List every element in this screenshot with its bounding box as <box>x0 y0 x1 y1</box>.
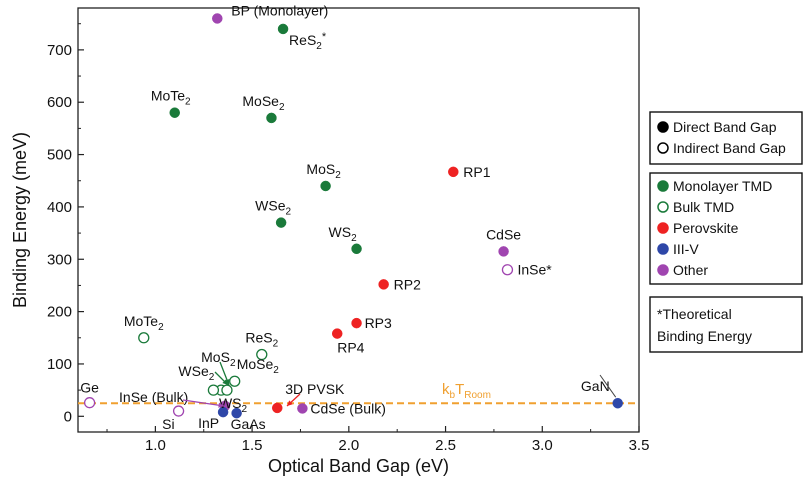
y-axis-label: Binding Energy (meV) <box>10 132 30 308</box>
point-label: WSe2 <box>178 363 214 383</box>
data-point <box>272 402 283 414</box>
legend-marker <box>657 222 669 234</box>
gan-leader <box>599 374 617 398</box>
legend-marker <box>657 142 669 154</box>
point-label: MoS2 <box>201 349 236 369</box>
legend-label: Monolayer TMD <box>673 178 772 194</box>
point-label: MoTe2 <box>124 313 164 333</box>
point-label: MoSe2 <box>237 356 280 376</box>
legend-label: Perovskite <box>673 220 739 236</box>
data-point <box>331 328 343 339</box>
point-label: MoS2 <box>306 161 341 181</box>
y-tick-label: 0 <box>64 408 72 425</box>
point-label: MoSe2 <box>242 93 285 113</box>
inse-bulk-arrow-head <box>218 402 224 408</box>
data-point <box>297 403 308 414</box>
y-tick-label: 400 <box>47 199 72 216</box>
point-label: WS2 <box>329 224 358 244</box>
point-label: RP1 <box>463 164 490 180</box>
point-label: ReS2* <box>289 31 327 52</box>
x-tick-label: 1.5 <box>242 437 263 454</box>
y-tick-label: 100 <box>47 356 72 373</box>
legend-label: Indirect Band Gap <box>673 140 786 156</box>
point-label: RP3 <box>365 315 392 331</box>
data-point <box>266 112 277 124</box>
point-label: InSe (Bulk) <box>119 389 188 405</box>
legend-note-line2: Binding Energy <box>657 328 752 344</box>
data-point <box>207 384 220 396</box>
data-point <box>172 405 185 417</box>
data-point <box>229 375 241 387</box>
point-label: WS2 <box>219 395 248 415</box>
point-label: GaAs <box>231 416 266 432</box>
legend: Direct Band Gap Indirect Band Gap Monolaye… <box>649 111 803 353</box>
point-label: Ge <box>80 380 99 396</box>
data-point <box>138 332 150 344</box>
legend-label: Direct Band Gap <box>673 119 777 135</box>
mos2-bulk-arrow-head <box>224 379 230 385</box>
data-point <box>231 407 242 419</box>
data-point <box>320 180 331 192</box>
y-tick-label: 200 <box>47 304 72 321</box>
data-point <box>221 384 233 396</box>
kbt-label: kbTRoom <box>442 381 491 401</box>
point-label: CdSe (Bulk) <box>310 400 385 416</box>
legend-label: Bulk TMD <box>673 199 734 215</box>
y-tick-label: 600 <box>47 94 72 111</box>
y-tick-label: 300 <box>47 251 72 268</box>
data-point <box>256 348 268 361</box>
data-point <box>498 246 509 257</box>
data-point <box>217 406 229 418</box>
point-label: InSe* <box>517 262 552 278</box>
legend-marker <box>657 243 669 255</box>
x-tick-label: 3.0 <box>532 437 553 454</box>
legend-marker <box>657 180 669 192</box>
data-point <box>212 13 223 24</box>
x-tick-label: 2.5 <box>435 437 456 454</box>
data-point <box>351 243 362 255</box>
point-label: 3D PVSK <box>285 381 345 397</box>
legend-gap-type <box>649 111 803 165</box>
x-tick-label: 1.0 <box>145 437 166 454</box>
y-tick-label: 500 <box>47 147 72 164</box>
data-point <box>277 23 289 35</box>
data-point <box>83 397 96 409</box>
data-point <box>351 317 362 329</box>
x-axis-label: Optical Band Gap (eV) <box>268 456 449 476</box>
pvsk-arrow-head <box>287 400 293 406</box>
point-label: Si <box>162 416 174 432</box>
legend-marker <box>657 121 669 133</box>
plot-frame <box>77 7 640 433</box>
point-label: GaN <box>581 378 610 394</box>
data-point <box>612 397 623 409</box>
plot-area: 1.0 1.5 2.0 2.5 3.0 3.5 0 100 200 300 400 500 600 700… <box>10 2 649 476</box>
y-tick-label: 700 <box>47 42 72 59</box>
data-point <box>378 279 389 290</box>
point-label: InP <box>198 415 219 431</box>
inse-bulk-arrow <box>182 399 225 407</box>
legend-note-line1: *Theoretical <box>657 306 732 322</box>
data-point <box>501 264 514 276</box>
wse2-bulk-arrow-head <box>222 379 228 385</box>
point-label: BP (Monolayer) <box>231 2 328 18</box>
data-point <box>275 217 287 228</box>
point-label: MoTe2 <box>151 88 191 108</box>
point-label: WSe2 <box>255 198 291 218</box>
data-point <box>169 107 180 118</box>
point-label: RP2 <box>394 276 421 292</box>
legend-label: Other <box>673 262 708 278</box>
x-tick-label: 3.5 <box>629 437 650 454</box>
data-point <box>448 166 459 178</box>
point-label: RP4 <box>337 340 364 356</box>
legend-marker <box>657 201 669 213</box>
legend-marker <box>657 264 669 276</box>
legend-note <box>649 296 803 353</box>
point-label: CdSe <box>486 226 521 242</box>
legend-groups <box>649 172 803 285</box>
x-tick-label: 2.0 <box>338 437 359 454</box>
point-label: ReS2 <box>245 330 278 350</box>
legend-label: III-V <box>673 241 699 257</box>
